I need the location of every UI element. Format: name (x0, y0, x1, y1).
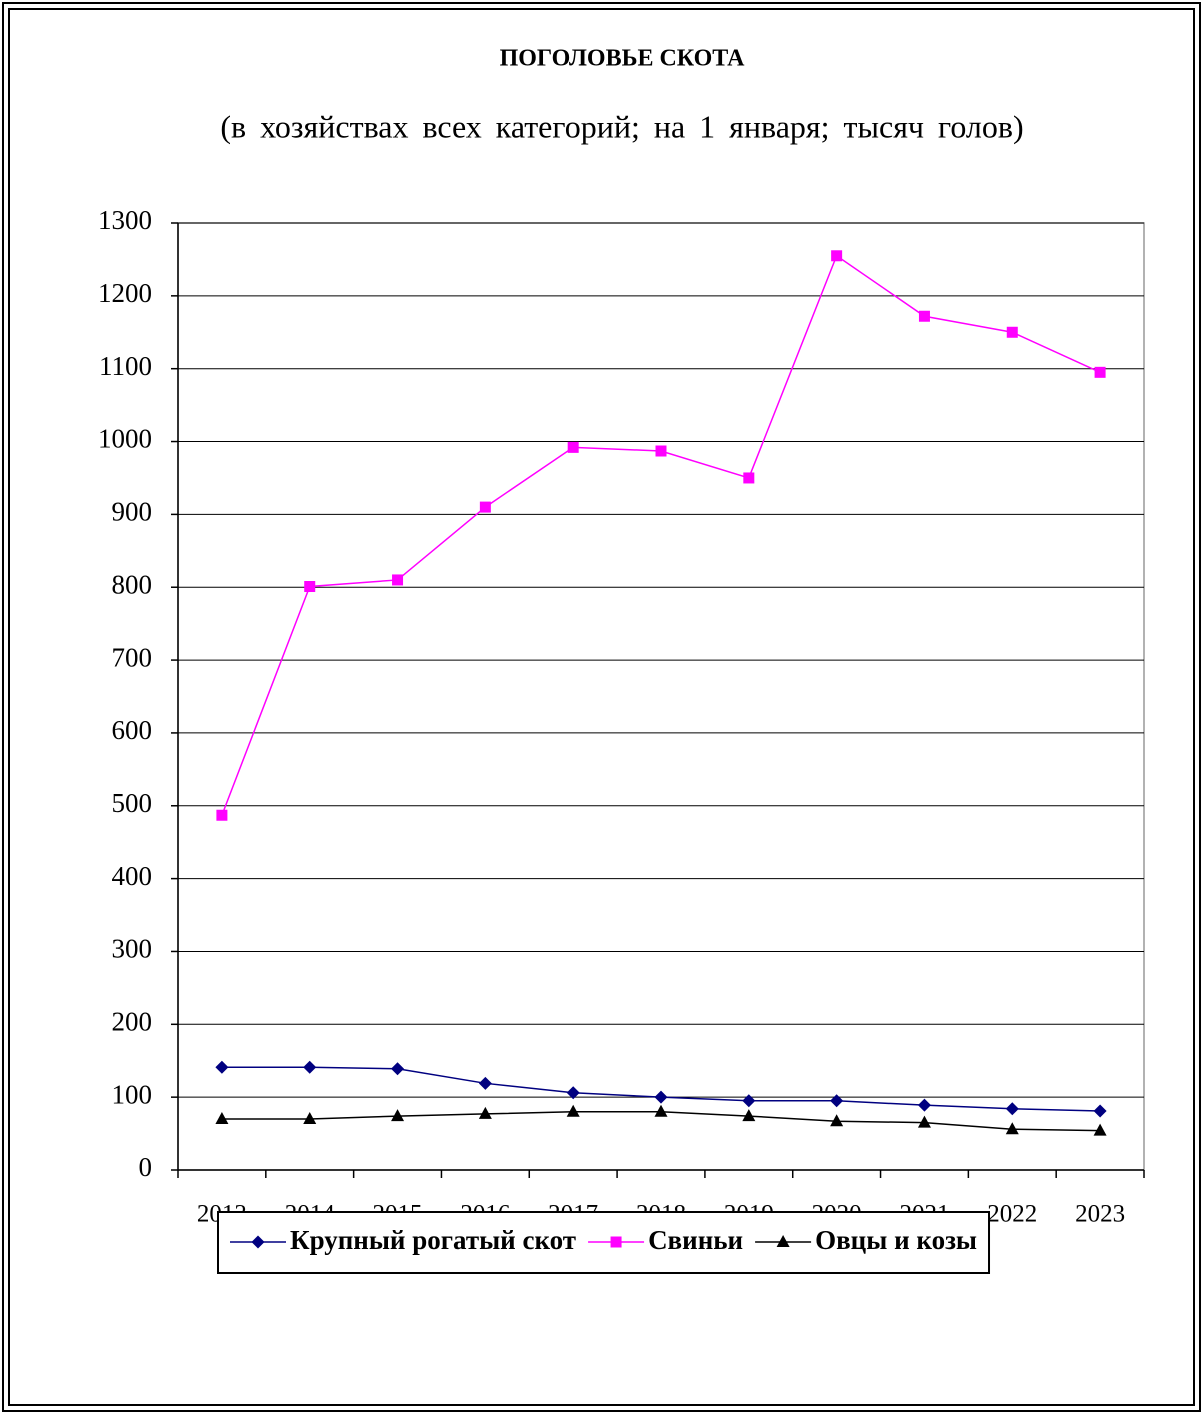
marker (654, 1104, 668, 1117)
marker (391, 1109, 405, 1122)
inner-border (8, 8, 1195, 1406)
marker (1093, 1123, 1107, 1136)
x-tick-label: 2023 (1075, 1201, 1125, 1228)
marker (1006, 326, 1018, 338)
y-tick-label: 200 (112, 1007, 153, 1037)
marker (742, 1109, 756, 1122)
marker (304, 581, 316, 593)
marker (478, 1076, 492, 1090)
y-tick-label: 0 (139, 1152, 153, 1182)
marker (251, 1235, 265, 1249)
y-tick-label: 300 (112, 934, 153, 964)
marker (918, 310, 930, 322)
marker (1094, 366, 1106, 378)
marker (917, 1115, 931, 1128)
legend-label: Овцы и козы (815, 1225, 977, 1255)
marker (303, 1060, 317, 1074)
legend-label: Свиньи (648, 1225, 743, 1255)
y-tick-label: 400 (112, 861, 153, 891)
marker (831, 250, 843, 262)
chart-subtitle: (в хозяйствах всех категорий; на 1 январ… (220, 108, 1023, 144)
marker (1005, 1102, 1019, 1116)
marker (566, 1086, 580, 1100)
y-tick-label: 900 (112, 497, 153, 527)
y-tick-label: 1300 (98, 205, 152, 235)
marker (216, 809, 228, 821)
marker (654, 1090, 668, 1104)
x-tick-label: 2022 (987, 1201, 1037, 1228)
marker (215, 1060, 229, 1074)
chart-title: ПОГОЛОВЬЕ СКОТА (500, 46, 746, 72)
marker (742, 1094, 756, 1108)
y-tick-label: 1100 (99, 351, 152, 381)
marker (1093, 1104, 1107, 1118)
marker (743, 472, 755, 484)
y-tick-label: 800 (112, 569, 153, 599)
marker (303, 1112, 317, 1125)
marker (215, 1112, 229, 1125)
marker (830, 1114, 844, 1127)
plot-area (177, 222, 1145, 1171)
marker (567, 441, 579, 453)
legend-label: Крупный рогатый скот (290, 1225, 576, 1255)
marker (566, 1104, 580, 1117)
series-line (221, 254, 1101, 816)
marker (610, 1236, 622, 1248)
marker (391, 1062, 405, 1076)
y-tick-label: 600 (112, 715, 153, 745)
marker (655, 445, 667, 457)
marker (830, 1094, 844, 1108)
marker (392, 574, 404, 586)
marker (478, 1106, 492, 1119)
y-tick-label: 1200 (98, 278, 152, 308)
series-line (221, 1066, 1101, 1112)
marker (1005, 1122, 1019, 1135)
marker (479, 501, 491, 513)
y-tick-label: 700 (112, 642, 153, 672)
y-tick-label: 100 (112, 1079, 153, 1109)
y-tick-label: 1000 (98, 424, 152, 454)
marker (776, 1235, 790, 1247)
marker (917, 1098, 931, 1112)
y-tick-label: 500 (112, 788, 153, 818)
